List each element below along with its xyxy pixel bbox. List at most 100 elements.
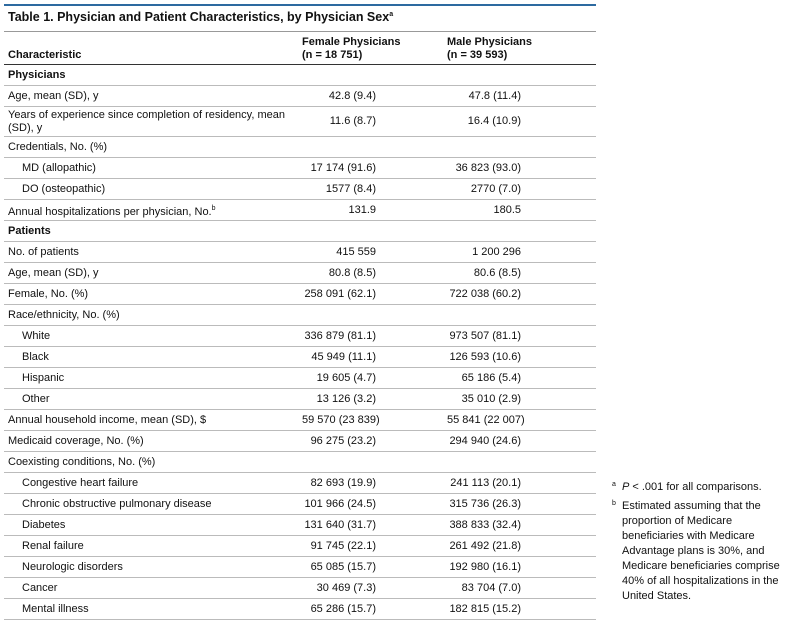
- value: 11.6 (8.7): [329, 115, 376, 127]
- value-cell: [443, 451, 596, 473]
- label-text: Renal failure: [22, 539, 84, 552]
- row-label: White: [4, 325, 298, 347]
- label-text: Age, mean (SD), y: [8, 266, 99, 279]
- row-label: MD (allopathic): [4, 157, 298, 179]
- row-label: Coexisting conditions, No. (%): [4, 451, 298, 473]
- value: 16.4 (10.9): [467, 115, 521, 127]
- footnote: b Estimated assuming that the proportion …: [612, 499, 794, 604]
- value-cell: 65 286 (15.7): [298, 598, 443, 620]
- title-note: a: [389, 11, 394, 18]
- row-label: Mental illness: [4, 598, 298, 620]
- label-text: Diabetes: [22, 518, 66, 531]
- label-text: Black: [22, 350, 49, 363]
- value: 131.9: [348, 203, 376, 216]
- row-label: Congestive heart failure: [4, 472, 298, 494]
- data-row: Coexisting conditions, No. (%): [4, 451, 596, 473]
- value-cell: 45 949 (11.1): [298, 346, 443, 368]
- value: 96 275 (23.2): [310, 434, 376, 447]
- value-cell: 131 640 (31.7): [298, 514, 443, 536]
- data-row: Black 45 949 (11.1) 126 593 (10.6): [4, 346, 596, 368]
- value-cell: 16.4 (10.9): [443, 106, 596, 137]
- value: 2770 (7.0): [470, 182, 521, 195]
- value: 17 174 (91.6): [310, 161, 376, 174]
- value-cell: 101 966 (24.5): [298, 493, 443, 515]
- row-label: Diabetes: [4, 514, 298, 536]
- value-cell: 59 570 (23 839): [298, 409, 443, 431]
- label-text: Other: [22, 392, 50, 405]
- value-cell: 192 980 (16.1): [443, 556, 596, 578]
- section-title: Patients: [4, 220, 596, 242]
- value: 47.8 (11.4): [468, 89, 521, 102]
- data-row: Other 13 126 (3.2) 35 010 (2.9): [4, 388, 596, 410]
- table: Characteristic Female Physicians (n = 18 7…: [4, 32, 596, 620]
- value: 42.8 (9.4): [328, 89, 376, 102]
- row-label: Age, mean (SD), y: [4, 262, 298, 284]
- row-label: Chronic obstructive pulmonary disease: [4, 493, 298, 515]
- column-count: (n = 39 593): [447, 49, 508, 61]
- value-cell: 42.8 (9.4): [298, 85, 443, 107]
- data-row: Annual hospitalizations per physician, N…: [4, 199, 596, 221]
- row-label: Age, mean (SD), y: [4, 85, 298, 107]
- value: 241 113 (20.1): [450, 476, 521, 489]
- footnote-italic: P: [622, 481, 630, 493]
- row-label: Annual hospitalizations per physician, N…: [4, 199, 298, 221]
- value-cell: 315 736 (26.3): [443, 493, 596, 515]
- value: 13 126 (3.2): [316, 392, 376, 405]
- data-row: Race/ethnicity, No. (%): [4, 304, 596, 326]
- value-cell: 19 605 (4.7): [298, 367, 443, 389]
- data-row: Female, No. (%) 258 091 (62.1) 722 038 (60…: [4, 283, 596, 305]
- table-title: Table 1. Physician and Patient Character…: [4, 4, 596, 32]
- row-label: DO (osteopathic): [4, 178, 298, 200]
- value-cell: [443, 136, 596, 158]
- value-cell: 47.8 (11.4): [443, 85, 596, 107]
- data-row: DO (osteopathic) 1577 (8.4) 2770 (7.0): [4, 178, 596, 200]
- value-cell: 131.9: [298, 199, 443, 221]
- row-label: Years of experience since completion of …: [4, 106, 298, 137]
- value: 83 704 (7.0): [461, 581, 521, 594]
- table-body: Physicians Age, mean (SD), y 42.8 (9.4) 47.…: [4, 64, 596, 620]
- column-label: Characteristic: [8, 49, 82, 61]
- value-cell: 241 113 (20.1): [443, 472, 596, 494]
- value-cell: 91 745 (22.1): [298, 535, 443, 557]
- value-cell: 80.8 (8.5): [298, 262, 443, 284]
- section-title: Physicians: [4, 64, 596, 86]
- label-text: White: [22, 329, 51, 342]
- row-label: Annual household income, mean (SD), $: [4, 409, 298, 431]
- value: 415 559: [336, 245, 376, 258]
- value: 80.6 (8.5): [473, 266, 521, 279]
- value: 101 966 (24.5): [304, 497, 376, 510]
- value: 192 980 (16.1): [449, 560, 521, 573]
- data-row: Mental illness 65 286 (15.7) 182 815 (15.2…: [4, 598, 596, 620]
- column-header: Characteristic: [4, 32, 298, 65]
- value-cell: 80.6 (8.5): [443, 262, 596, 284]
- section-row: Patients: [4, 220, 596, 242]
- value-cell: 180.5: [443, 199, 596, 221]
- value-cell: 973 507 (81.1): [443, 325, 596, 347]
- value: 131 640 (31.7): [304, 518, 376, 531]
- label-text: Credentials, No. (%): [8, 140, 108, 153]
- value-cell: [298, 304, 443, 326]
- value: 65 085 (15.7): [310, 560, 376, 573]
- value: 36 823 (93.0): [455, 161, 521, 174]
- value-cell: 182 815 (15.2): [443, 598, 596, 620]
- value: 180.5: [493, 203, 521, 216]
- value: 45 949 (11.1): [311, 350, 376, 363]
- label-text: Age, mean (SD), y: [8, 89, 99, 102]
- value: 258 091 (62.1): [304, 287, 376, 300]
- footnote-text: < .001 for all comparisons.: [629, 481, 762, 493]
- value-cell: 258 091 (62.1): [298, 283, 443, 305]
- row-label: Medicaid coverage, No. (%): [4, 430, 298, 452]
- value-cell: 261 492 (21.8): [443, 535, 596, 557]
- row-label: Cancer: [4, 577, 298, 599]
- value-cell: 1 200 296: [443, 241, 596, 263]
- value-cell: 294 940 (24.6): [443, 430, 596, 452]
- value-cell: 35 010 (2.9): [443, 388, 596, 410]
- label-text: Neurologic disorders: [22, 560, 123, 573]
- column-label: Female Physicians: [302, 36, 401, 48]
- value-cell: [298, 451, 443, 473]
- data-row: Congestive heart failure 82 693 (19.9) 241…: [4, 472, 596, 494]
- value: 82 693 (19.9): [310, 476, 376, 489]
- value: 261 492 (21.8): [449, 539, 521, 552]
